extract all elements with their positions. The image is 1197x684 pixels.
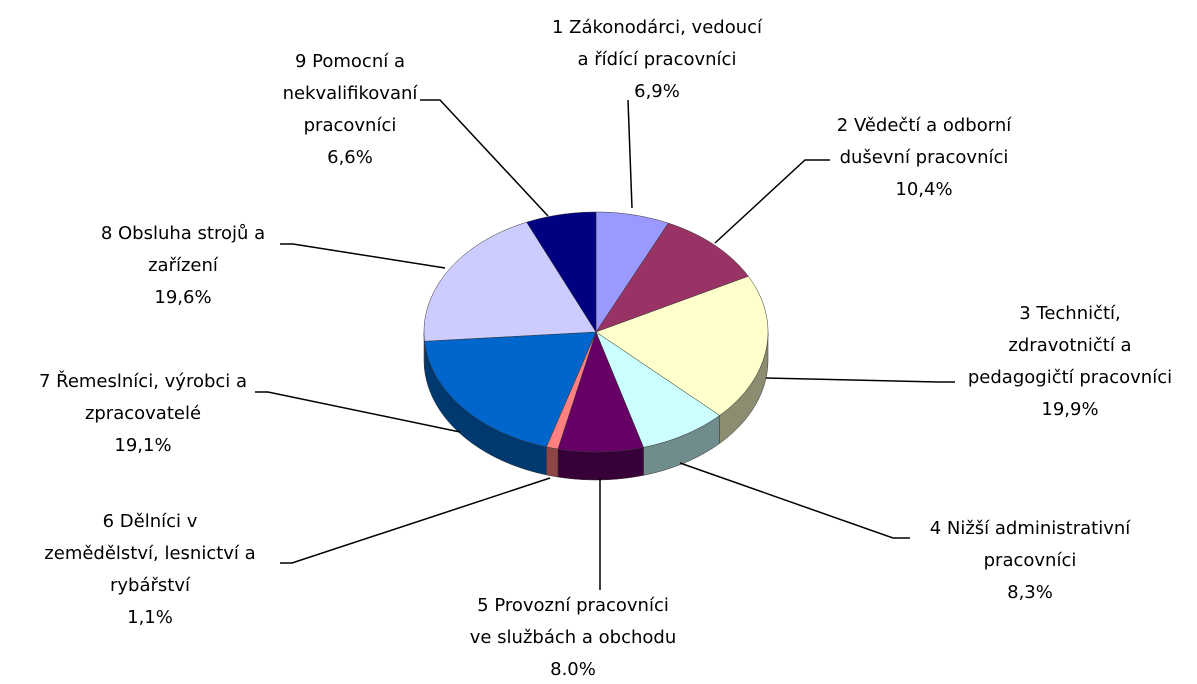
value-label: 8.0% — [550, 659, 596, 680]
value-label: 10,4% — [895, 179, 953, 200]
category-label: 4 Nižší administrativní pracovníci — [929, 518, 1131, 571]
value-label: 6,9% — [634, 81, 680, 102]
value-label: 19,6% — [154, 287, 212, 308]
slice-side — [557, 447, 644, 481]
category-label: 2 Vědečtí a odborní duševní pracovníci — [836, 115, 1012, 168]
category-label: 8 Obsluha strojů a zařízení — [100, 223, 266, 276]
value-label: 8,3% — [1007, 582, 1053, 603]
category-label: 7 Řemeslníci, výrobci a zpracovatelé — [38, 371, 248, 424]
leader-line — [679, 462, 910, 539]
slice-label: 2 Vědečtí a odborní duševní pracovníci 10… — [774, 110, 1074, 206]
value-label: 1,1% — [127, 607, 173, 628]
slice-label: 5 Provozní pracovníci ve službách a obch… — [423, 590, 723, 684]
value-label: 19,9% — [1041, 399, 1099, 420]
slice — [595, 275, 769, 416]
slice-label: 4 Nižší administrativní pracovníci 8,3% — [880, 513, 1180, 609]
slice-label: 7 Řemeslníci, výrobci a zpracovatelé 19,1… — [0, 366, 293, 462]
slice-label: 9 Pomocní a nekvalifikovaní pracovníci 6,… — [200, 46, 500, 174]
slice — [595, 331, 721, 448]
leader-line — [280, 477, 551, 564]
leader-line — [420, 99, 549, 217]
slice — [557, 331, 644, 453]
category-label: 3 Techničtí, zdravotničtí a pedagogičtí … — [967, 303, 1173, 388]
slice — [595, 211, 669, 333]
category-label: 5 Provozní pracovníci ve službách a obch… — [469, 595, 677, 648]
slice-label: 6 Dělníci v zemědělství, lesnictví a ryb… — [0, 506, 300, 634]
value-label: 6,6% — [327, 147, 373, 168]
slice — [595, 222, 749, 333]
category-label: 6 Dělníci v zemědělství, lesnictví a ryb… — [44, 511, 256, 596]
slice-label: 1 Zákonodárci, vedoucí a řídící pracovní… — [507, 12, 807, 108]
leader-line — [627, 99, 633, 209]
slice — [424, 331, 597, 448]
leader-line — [255, 391, 461, 433]
leader-line — [280, 243, 446, 269]
slice-side — [546, 446, 559, 478]
slice — [423, 221, 597, 342]
slice — [526, 211, 597, 333]
leader-line — [765, 377, 955, 383]
leader-line — [714, 159, 830, 244]
category-label: 1 Zákonodárci, vedoucí a řídící pracovní… — [551, 17, 763, 70]
value-label: 19,1% — [114, 435, 172, 456]
category-label: 9 Pomocní a nekvalifikovaní pracovníci — [282, 51, 418, 136]
slice-label: 8 Obsluha strojů a zařízení 19,6% — [33, 218, 333, 314]
slice-label: 3 Techničtí, zdravotničtí a pedagogičtí … — [920, 298, 1197, 426]
